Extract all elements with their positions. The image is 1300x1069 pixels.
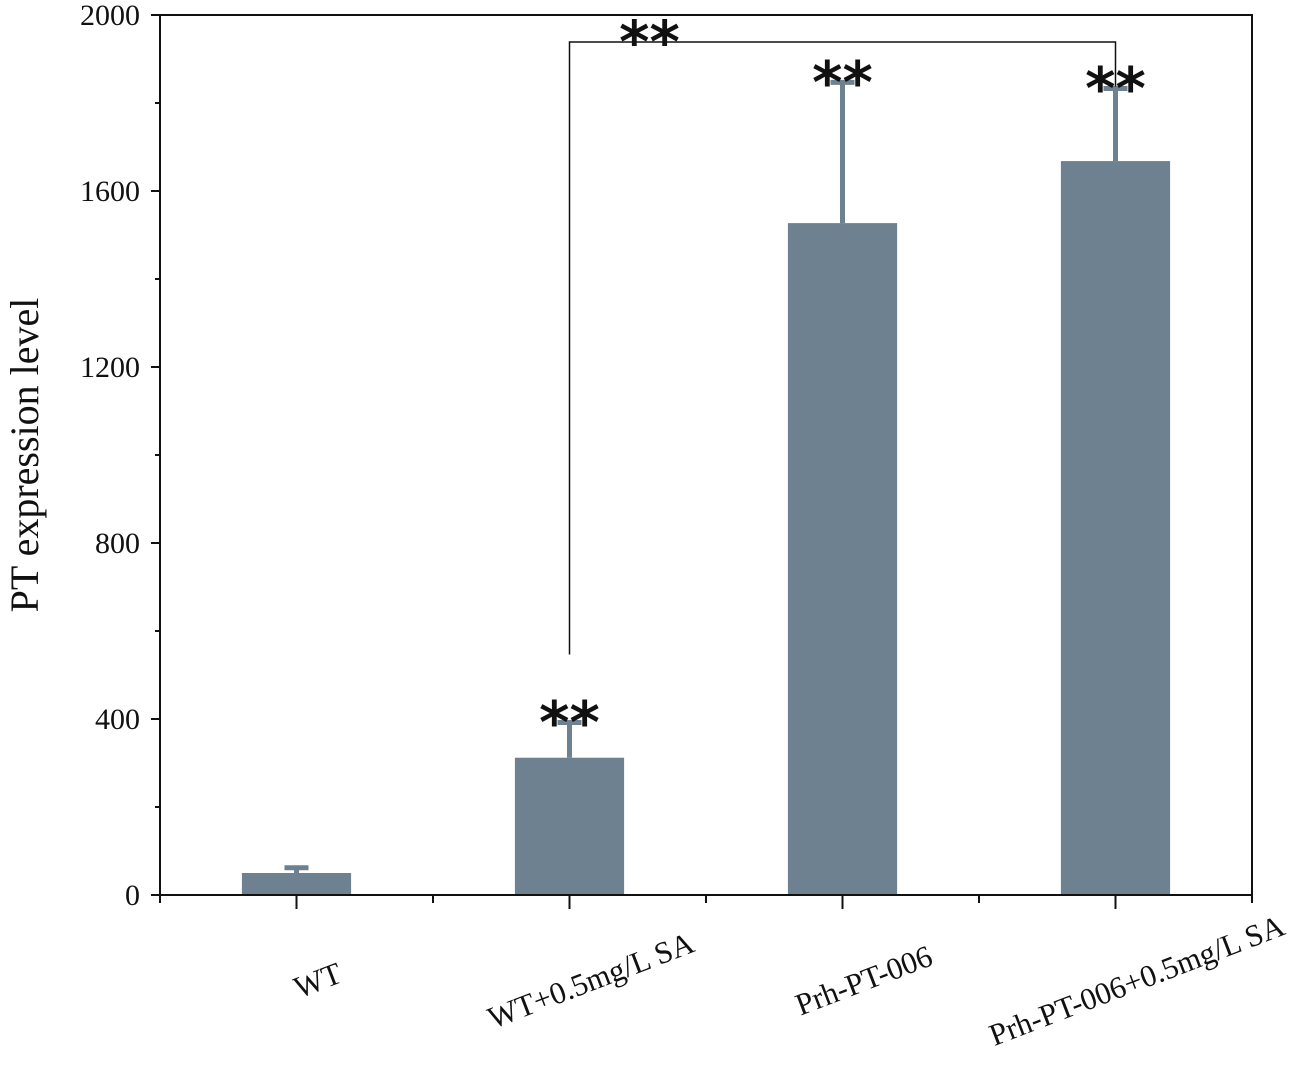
y-tick-label: 1600 [80, 175, 140, 208]
bar [787, 223, 898, 895]
y-tick-label: 400 [95, 703, 140, 736]
x-category-label: WT [289, 955, 347, 1005]
y-tick-label: 0 [125, 879, 140, 912]
y-tick-label: 2000 [80, 0, 140, 32]
x-category-label: Prh-PT-006 [790, 938, 937, 1022]
comparison-bracket [568, 41, 1117, 655]
plot-frame [159, 14, 1253, 896]
comparison-bracket-group: ** [568, 8, 1117, 655]
significance-mark: ** [539, 689, 600, 757]
comparison-significance-mark: ** [619, 8, 680, 76]
bar [241, 873, 352, 895]
y-axis-title: PT expression level [2, 298, 47, 613]
bars-group [241, 161, 1171, 895]
bar [1060, 161, 1171, 895]
x-category-label: WT+0.5mg/L SA [483, 925, 699, 1036]
y-tick-label: 800 [95, 527, 140, 560]
y-tick-label: 1200 [80, 351, 140, 384]
error-bars-group [284, 79, 1128, 873]
bar [514, 757, 625, 895]
significance-mark: ** [812, 48, 873, 116]
x-category-label: Prh-PT-006+0.5mg/L SA [984, 908, 1289, 1053]
y-axis-ticks: 0 400 800 1200 1600 2000 [80, 0, 160, 912]
x-axis-categories: WT WT+0.5mg/L SA Prh-PT-006 Prh-PT-006+0.5m… [159, 895, 1290, 1053]
